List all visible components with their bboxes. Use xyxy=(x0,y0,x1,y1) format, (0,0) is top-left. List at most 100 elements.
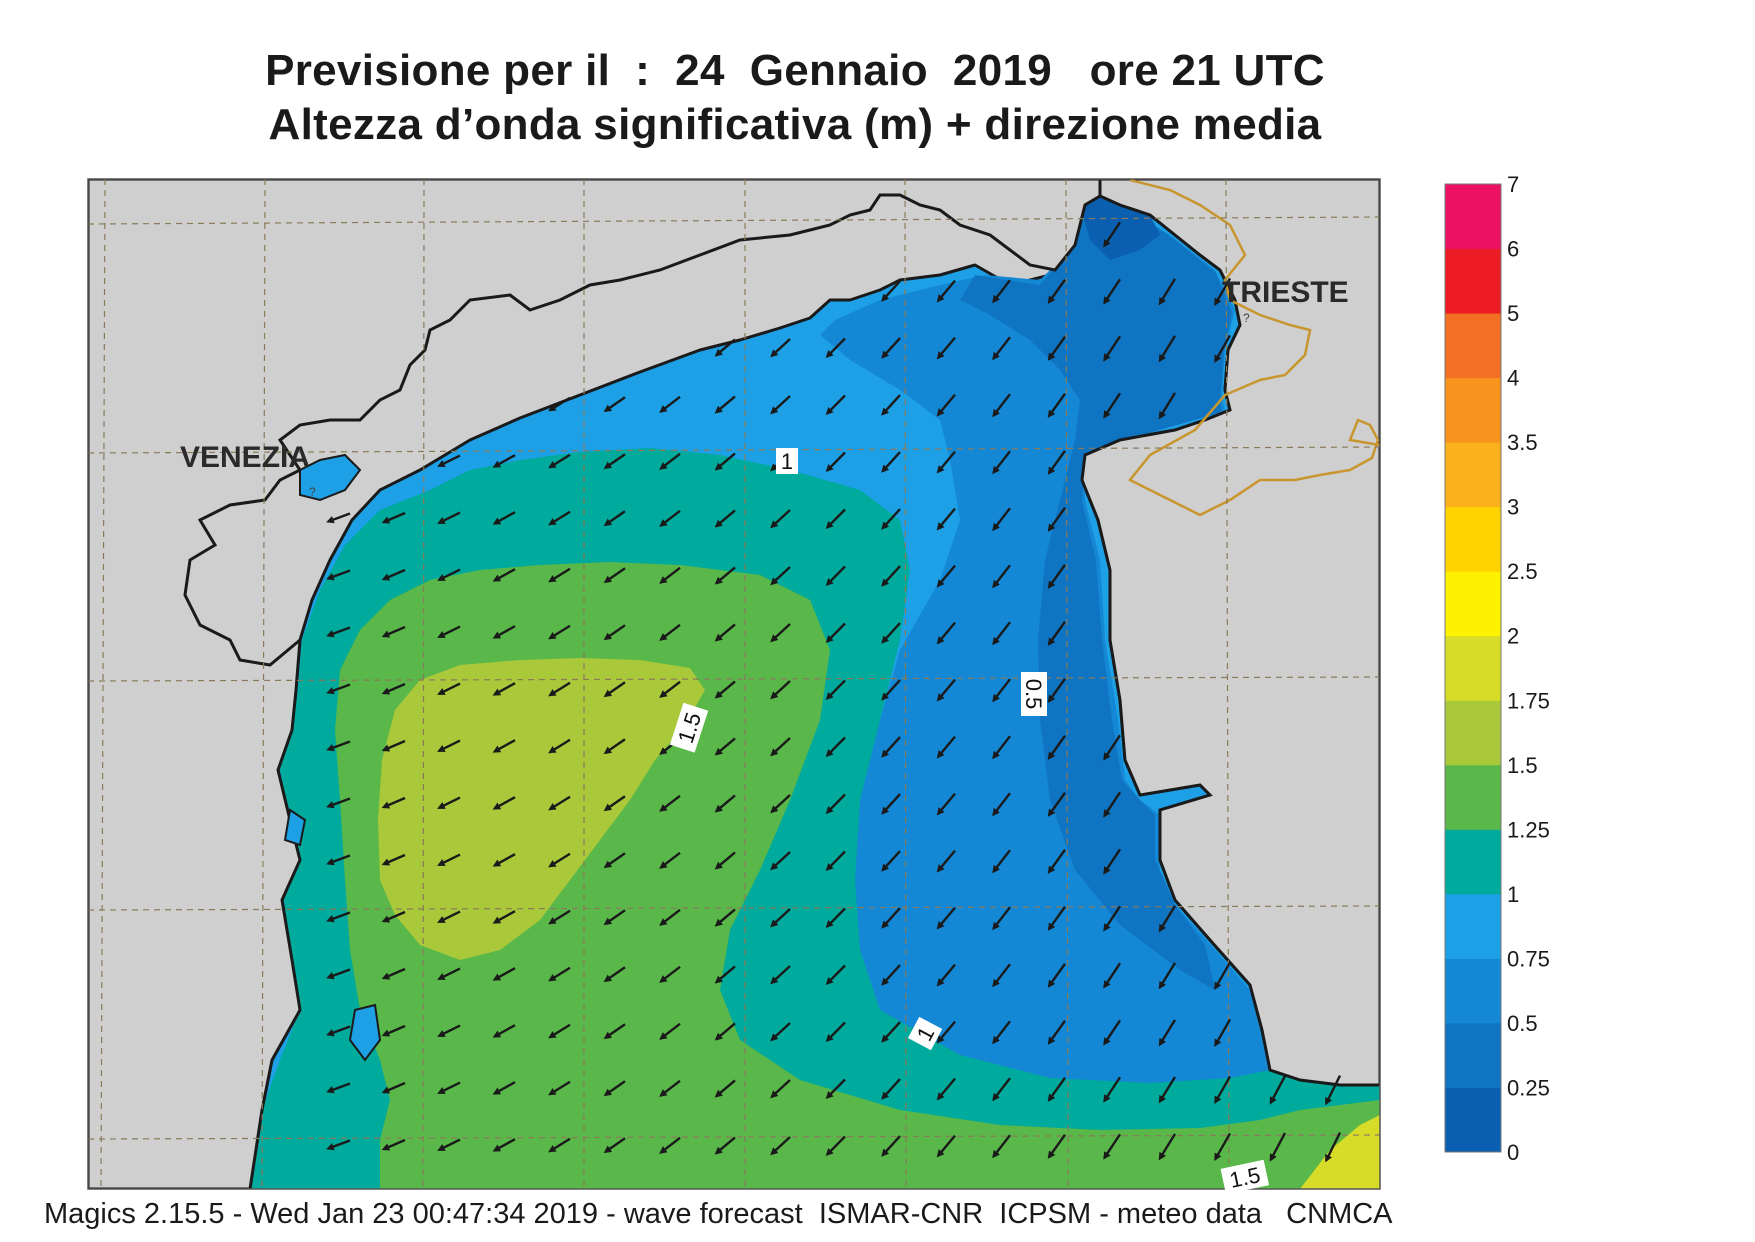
wave-direction-arrow xyxy=(1103,962,1122,989)
wave-direction-arrow xyxy=(492,739,516,753)
wave-direction-arrow xyxy=(825,508,846,530)
wave-direction-arrow xyxy=(437,511,461,524)
wave-direction-arrow xyxy=(492,1024,516,1038)
wave-direction-arrow xyxy=(992,621,1011,646)
wave-direction-arrow xyxy=(825,964,846,986)
wave-direction-arrow xyxy=(381,1138,406,1151)
wave-direction-arrow xyxy=(381,967,406,980)
wave-direction-arrow xyxy=(936,849,956,873)
wave-direction-arrow xyxy=(1103,221,1122,248)
wave-direction-arrow xyxy=(714,737,736,756)
wave-direction-arrow xyxy=(1158,1076,1177,1104)
wave-direction-arrow xyxy=(603,1137,626,1154)
contour-label-1.5-south: 1.5 xyxy=(1220,1159,1270,1195)
wave-direction-arrow xyxy=(936,906,956,930)
wave-direction-arrow xyxy=(659,1079,681,1097)
wave-direction-arrow xyxy=(881,565,901,587)
wave-direction-arrow xyxy=(1047,564,1066,589)
wave-direction-arrow xyxy=(1047,963,1066,988)
lagoon-land xyxy=(88,179,1102,1189)
wave-direction-arrow xyxy=(992,678,1011,703)
wave-direction-arrow xyxy=(492,1081,516,1095)
wave-direction-arrow xyxy=(1158,1133,1177,1161)
wave-direction-arrow xyxy=(1047,621,1066,646)
wave-direction-arrow xyxy=(1047,849,1066,874)
wave-direction-arrow xyxy=(492,796,516,810)
wave-direction-arrow xyxy=(936,1020,956,1044)
wave-direction-arrow xyxy=(437,1138,461,1151)
wave-direction-arrow xyxy=(714,1022,736,1041)
wave-direction-arrow xyxy=(825,1078,846,1100)
wave-direction-arrow xyxy=(659,794,681,812)
wave-direction-arrows xyxy=(326,221,1342,1163)
contour-label-0.5-east: 0.5 xyxy=(1021,672,1047,716)
map-frame xyxy=(87,178,1381,1190)
wave-direction-arrow xyxy=(492,1138,516,1152)
wave-direction-arrow xyxy=(992,849,1011,874)
wave-direction-arrow xyxy=(936,450,956,474)
wave-direction-arrow xyxy=(1047,279,1066,304)
wave-direction-arrow xyxy=(437,1081,461,1094)
wave-direction-arrow xyxy=(492,853,516,867)
wave-direction-arrow xyxy=(659,509,681,527)
wave-direction-arrow xyxy=(381,796,406,809)
wave-direction-arrow xyxy=(1158,392,1177,420)
colorbar-tick-label: 0 xyxy=(1507,1140,1519,1165)
wave-direction-arrow xyxy=(936,279,956,303)
svg-text:1: 1 xyxy=(781,449,793,474)
wave-direction-arrow xyxy=(1269,1075,1287,1105)
wave-direction-arrow xyxy=(326,1025,351,1037)
wave-band-1.75-2 xyxy=(1300,1115,1380,1189)
wave-direction-arrow xyxy=(603,396,626,413)
wave-direction-arrow xyxy=(1047,393,1066,418)
colorbar-swatch xyxy=(1445,442,1501,508)
wave-direction-arrow xyxy=(770,1079,791,1099)
wave-direction-arrow xyxy=(437,739,461,752)
wave-direction-arrow xyxy=(1325,1075,1342,1106)
wave-direction-arrow xyxy=(1103,1019,1122,1046)
colorbar-tick-label: 2 xyxy=(1507,624,1519,649)
wave-direction-arrow xyxy=(437,967,461,980)
wave-direction-arrow xyxy=(1214,961,1232,991)
wave-direction-arrow xyxy=(992,450,1011,475)
wave-direction-arrow xyxy=(548,738,571,754)
wave-direction-arrow xyxy=(659,851,681,869)
wave-direction-arrow xyxy=(825,1135,846,1157)
colorbar-tick-label: 3 xyxy=(1507,495,1519,520)
wave-direction-arrow xyxy=(492,967,516,981)
wave-direction-arrow xyxy=(603,909,626,926)
wave-direction-arrow xyxy=(992,906,1011,931)
wave-direction-arrow xyxy=(492,910,516,924)
wave-direction-arrow xyxy=(881,679,901,701)
wave-direction-arrow xyxy=(548,510,571,526)
wave-direction-arrow xyxy=(326,569,351,581)
colorbar-tick-label: 3.5 xyxy=(1507,430,1538,455)
colorbar-swatch xyxy=(1445,313,1501,379)
wave-direction-arrow xyxy=(714,566,736,585)
wave-direction-arrow xyxy=(714,965,736,984)
graticule xyxy=(88,179,1380,1189)
wave-direction-arrow xyxy=(881,736,901,758)
wave-direction-arrow xyxy=(1103,335,1122,362)
wave-direction-arrow xyxy=(326,1139,351,1151)
wave-direction-arrow xyxy=(437,910,461,923)
wave-direction-arrow xyxy=(1103,734,1122,761)
wave-direction-arrow xyxy=(714,452,736,471)
wave-direction-arrow xyxy=(381,1081,406,1094)
wave-direction-arrow xyxy=(936,393,956,417)
wave-direction-arrow xyxy=(936,1134,956,1158)
wave-direction-arrow xyxy=(770,1022,791,1042)
wave-direction-arrow xyxy=(326,740,351,752)
wave-direction-arrow xyxy=(381,739,406,752)
colorbar-tick-label: 0.25 xyxy=(1507,1075,1550,1100)
wave-direction-arrow xyxy=(770,509,791,529)
colorbar-swatch xyxy=(1445,377,1501,443)
wave-direction-arrow xyxy=(1047,906,1066,931)
wave-direction-arrow xyxy=(492,511,516,525)
wave-direction-arrow xyxy=(326,683,351,695)
contour-label-1-south: 1 xyxy=(908,1016,943,1051)
wave-direction-arrow xyxy=(548,966,571,982)
wave-direction-arrow xyxy=(1103,1133,1122,1160)
wave-direction-arrow xyxy=(1047,336,1066,361)
